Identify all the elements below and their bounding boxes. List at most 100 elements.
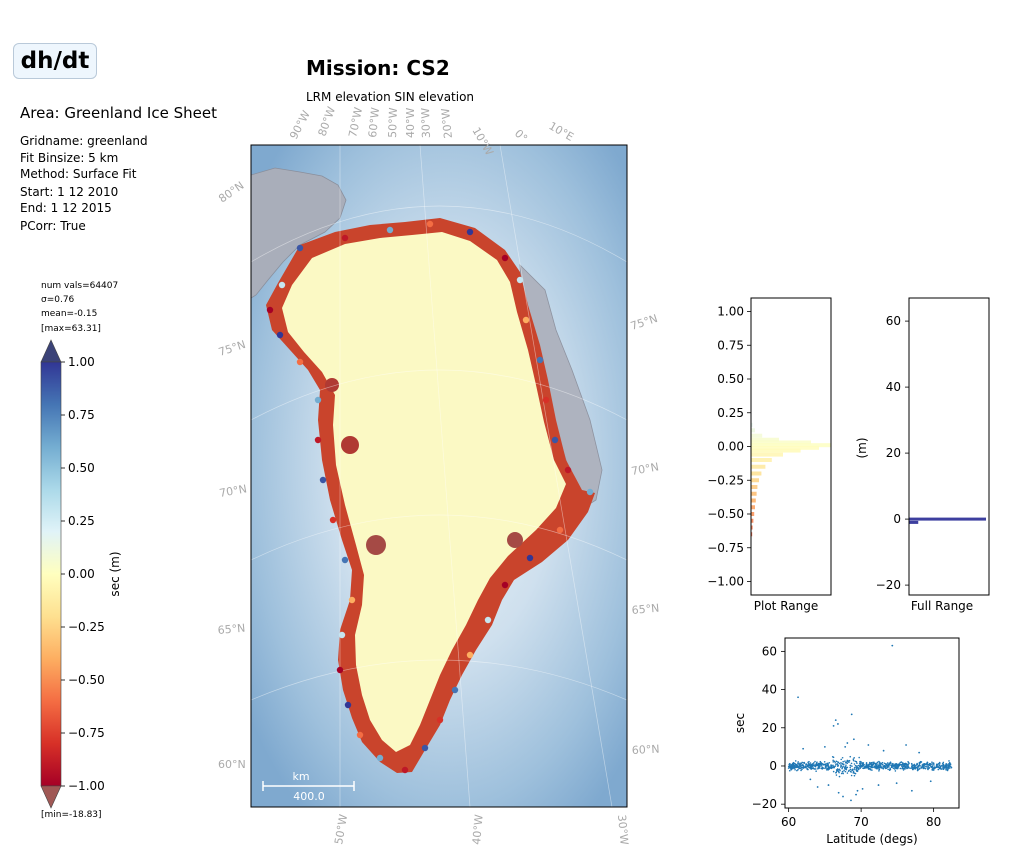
map-lon-label-top: 70°W — [346, 106, 365, 139]
scatter-point — [920, 761, 923, 763]
scatter-point — [898, 763, 901, 765]
scatter-point — [849, 764, 852, 767]
scatter-point — [870, 761, 873, 764]
hist-full-range-ytick-label: −20 — [876, 578, 901, 592]
map-lon-label-top: 40°W — [404, 108, 417, 138]
scatter-point — [913, 763, 916, 766]
map-lat-label: 60°N — [218, 758, 246, 771]
scatter-point — [853, 774, 856, 777]
scatter-point — [797, 762, 799, 764]
scatter-point — [840, 764, 842, 766]
hist-plot-range-bar — [751, 443, 831, 448]
scatter-point — [913, 767, 915, 770]
scatter-point — [812, 767, 815, 769]
scatter-point — [870, 766, 873, 768]
scatter-point — [819, 765, 821, 767]
scatter-point — [848, 761, 850, 764]
scatter-point — [924, 767, 927, 770]
scatter-point — [832, 759, 834, 762]
scatter-point — [878, 770, 880, 772]
scatter-point — [939, 766, 941, 768]
scatter-point — [920, 767, 923, 769]
scatter-point — [849, 755, 852, 758]
scatter-point — [802, 765, 805, 768]
scatter-panel: 60 70 80 60 40 20 0 −20 Latitude (degs) sec — [733, 637, 960, 846]
colorbar-extend-max — [40, 339, 62, 363]
hist-full-range-ytick-label: 60 — [886, 314, 901, 328]
hist-plot-range-bar — [751, 478, 759, 483]
scatter-point — [832, 764, 834, 767]
scatter-outlier — [802, 747, 805, 750]
scatter-point — [846, 766, 849, 769]
scatter-point — [854, 772, 857, 775]
scatter-point — [893, 768, 896, 770]
graticule — [251, 145, 627, 807]
scatter-point — [827, 769, 829, 771]
scatter-point — [841, 771, 844, 773]
scatter-point — [875, 762, 877, 765]
scatter-point — [841, 756, 844, 759]
hist-plot-range-bar — [751, 448, 801, 453]
scatter-point — [808, 762, 810, 765]
scatter-point — [858, 765, 861, 767]
scatter-outlier — [856, 789, 859, 792]
scatter-point — [827, 765, 830, 767]
scatter-point — [849, 768, 852, 771]
scatter-point — [941, 762, 944, 765]
scatter-point — [854, 764, 857, 767]
scatter-point — [882, 765, 885, 768]
map-coast-dot — [266, 306, 274, 314]
hist-plot-range-bar — [751, 458, 772, 462]
scatter-xtick-label: 60 — [781, 815, 796, 829]
scatter-point — [931, 763, 933, 765]
scatter-point — [792, 764, 795, 767]
scatter-point — [833, 760, 836, 763]
scatter-point — [816, 764, 818, 766]
scatter-point — [883, 762, 886, 765]
scatter-point — [797, 768, 799, 771]
scatter-point — [794, 768, 796, 771]
map-frame — [250, 144, 628, 808]
scatter-point — [841, 763, 844, 765]
scatter-point — [856, 770, 858, 773]
scatter-point — [793, 767, 796, 770]
scatter-point — [855, 768, 857, 771]
scatter-point — [902, 769, 905, 771]
map-coast-dot — [338, 631, 346, 639]
scatter-point — [915, 767, 918, 769]
scatter-point — [790, 766, 793, 769]
mission-subtitle: LRM elevation SIN elevation — [306, 90, 475, 104]
scatter-outlier — [816, 786, 819, 788]
scatter-point — [888, 762, 891, 765]
scatter-point — [887, 765, 890, 767]
scatter-point — [808, 766, 810, 769]
scatter-point — [861, 762, 863, 764]
scatter-point — [860, 761, 862, 763]
scatter-point — [817, 764, 820, 766]
map-coast-dot — [344, 701, 352, 709]
map-coast-dot — [314, 436, 322, 444]
map-lat-label: 80°N — [216, 179, 246, 206]
scatter-point — [872, 763, 874, 766]
stat-num-vals: num vals=64407 — [41, 281, 119, 291]
meta-gridname: Gridname: greenland — [20, 134, 148, 148]
colorbar-tick-label: 1.00 — [68, 355, 95, 369]
scatter-point — [846, 759, 849, 762]
scatter-point — [821, 768, 824, 770]
scatter-point — [858, 762, 861, 765]
scatter-point — [922, 767, 925, 770]
scatter-point — [916, 765, 919, 768]
scatter-point — [852, 770, 855, 773]
scatter-point — [884, 766, 886, 769]
scale-bar-unit: km — [292, 770, 309, 783]
scatter-point — [898, 764, 900, 767]
scatter-point — [928, 764, 931, 766]
scatter-point — [945, 766, 948, 769]
scatter-point — [853, 768, 855, 771]
scatter-point — [853, 763, 856, 765]
scatter-point — [892, 764, 895, 767]
map-lat-label: 65°N — [217, 622, 246, 637]
scatter-point — [887, 768, 889, 771]
scatter-point — [843, 769, 845, 772]
scatter-point — [946, 769, 949, 771]
